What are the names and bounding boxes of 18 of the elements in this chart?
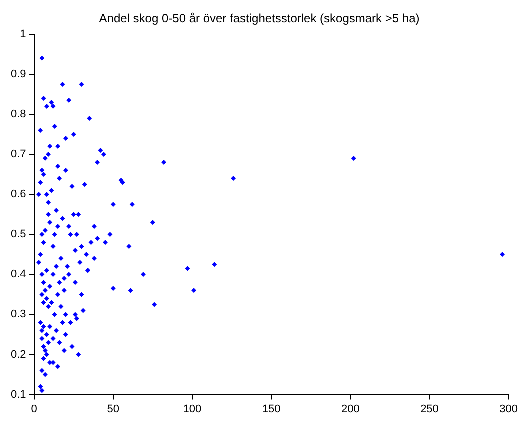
x-tick-label: 200 [341, 403, 360, 416]
y-tick-label: 0.1 [10, 388, 26, 401]
x-tick-label: 150 [262, 403, 281, 416]
y-tick-label: 0.9 [10, 68, 26, 80]
x-tick-label: 0 [31, 403, 38, 416]
x-tick-label: 250 [420, 403, 439, 416]
y-tick-label: 0.2 [10, 348, 26, 361]
x-tick-label: 100 [183, 403, 202, 416]
x-tick-label: 300 [500, 403, 518, 416]
x-tick-label: 50 [107, 403, 120, 416]
chart-title: Andel skog 0-50 år över fastighetsstorlek (skogsmark >5 ha) [99, 12, 420, 26]
y-tick-label: 0.4 [10, 268, 26, 281]
y-tick-label: 0.3 [10, 308, 26, 321]
y-tick-label: 1 [20, 28, 26, 40]
y-tick-label: 0.5 [10, 228, 26, 241]
y-tick-label: 0.7 [10, 148, 26, 161]
y-tick-label: 0.6 [10, 188, 26, 201]
y-tick-label: 0.8 [10, 108, 26, 121]
